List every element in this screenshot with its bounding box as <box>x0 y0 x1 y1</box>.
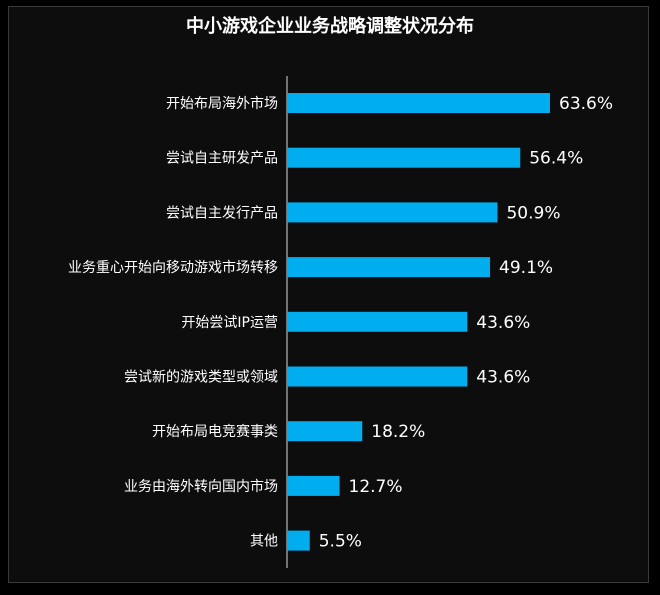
category-label: 其他 <box>250 534 278 550</box>
data-label: 18.2% <box>371 422 425 442</box>
chart-title: 中小游戏企业业务战略调整状况分布 <box>186 16 474 37</box>
bar <box>287 530 310 551</box>
category-label: 尝试自主研发产品 <box>166 151 278 167</box>
data-label: 43.6% <box>476 368 530 388</box>
data-label: 63.6% <box>559 94 613 114</box>
bar <box>287 147 521 168</box>
category-label: 开始布局电竞赛事类 <box>152 423 278 440</box>
category-label: 业务由海外转向国内市场 <box>124 478 278 495</box>
data-label: 5.5% <box>319 532 362 552</box>
bar <box>287 475 340 496</box>
bar <box>287 311 468 332</box>
bar <box>287 257 491 278</box>
bar <box>287 202 498 223</box>
category-label: 尝试自主发行产品 <box>166 205 278 221</box>
category-label: 业务重心开始向移动游戏市场转移 <box>68 259 278 276</box>
data-label: 50.9% <box>506 203 560 223</box>
category-label: 开始布局海外市场 <box>166 95 278 112</box>
category-label: 尝试新的游戏类型或领域 <box>124 370 278 386</box>
data-label: 43.6% <box>476 313 530 333</box>
data-label: 12.7% <box>349 477 403 497</box>
category-label: 开始尝试IP运营 <box>181 315 278 331</box>
data-label: 49.1% <box>499 258 553 278</box>
bar <box>287 366 468 387</box>
data-label: 56.4% <box>529 149 583 169</box>
bar <box>287 93 550 113</box>
bar <box>287 421 363 442</box>
